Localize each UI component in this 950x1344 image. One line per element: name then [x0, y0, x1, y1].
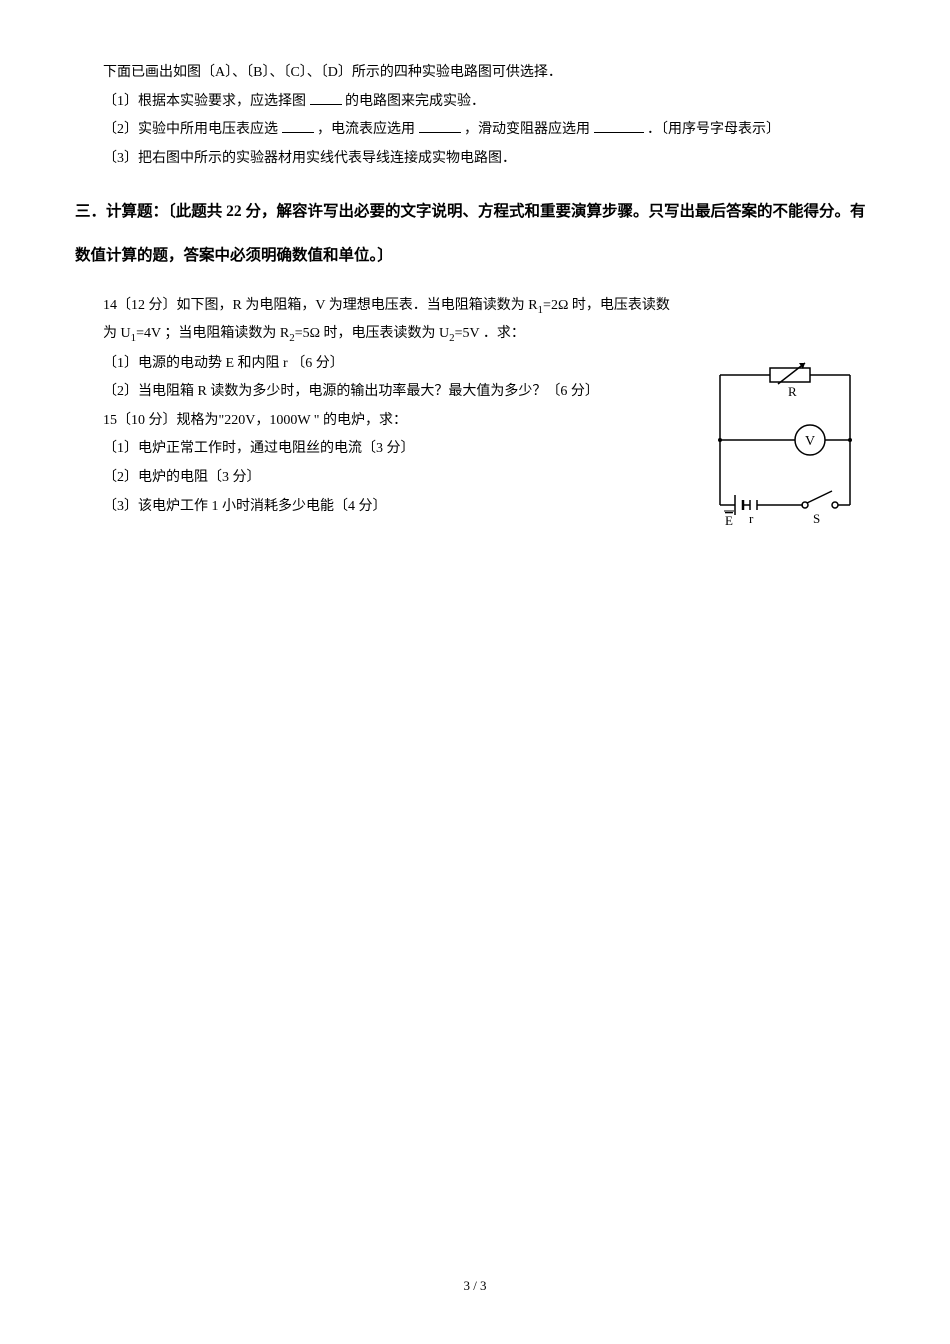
q15-part1: 〔1〕电炉正常工作时，通过电阻丝的电流〔3 分〕	[75, 436, 675, 463]
question-2: 〔2〕实验中所用电压表应选 ，电流表应选用 ，滑动变阻器应选用 ．〔用序号字母表…	[75, 117, 875, 144]
q15-p3-text: 〔3〕该电炉工作 1 小时消耗多少电能〔4 分〕	[103, 499, 387, 514]
resistor-label: R	[788, 384, 797, 399]
q14-p2-text: 〔2〕当电阻箱 R 读数为多少时，电源的输出功率最大？最大值为多少？〔6 分〕	[103, 384, 599, 399]
intro-text: 下面已画出如图〔A〕、〔B〕、〔C〕、〔D〕所示的四种实验电路图可供选择．	[103, 65, 562, 80]
q3-text: 〔3〕把右图中所示的实验器材用实线代表导线连接成实物电路图．	[103, 151, 516, 166]
section-3-text: 三．计算题：〔此题共 22 分，解容许写出必要的文字说明、方程式和重要演算步骤。…	[75, 203, 866, 263]
r-label: r	[749, 511, 754, 526]
q14-mid2: =4V ；当电阻箱读数为 R	[136, 326, 289, 341]
junction-right	[848, 438, 852, 442]
q14-prefix: 14〔12 分〕如下图，R 为电阻箱，V 为理想电压表．当电阻箱读数为 R	[103, 298, 538, 313]
question-1: 〔1〕根据本实验要求，应选择图 的电路图来完成实验．	[75, 89, 875, 116]
question-3: 〔3〕把右图中所示的实验器材用实线代表导线连接成实物电路图．	[75, 146, 875, 173]
switch-label: S	[813, 511, 820, 526]
blank-rheostat[interactable]	[594, 119, 644, 133]
q14-mid3: =5Ω 时，电压表读数为 U	[295, 326, 449, 341]
blank-voltmeter[interactable]	[282, 119, 314, 133]
q14-part2: 〔2〕当电阻箱 R 读数为多少时，电源的输出功率最大？最大值为多少？〔6 分〕	[75, 379, 675, 406]
battery-label: E	[725, 513, 733, 528]
q15-line1: 15〔10 分〕规格为"220V，1000W " 的电炉，求：	[103, 413, 407, 428]
page-number: 3 / 3	[463, 1278, 486, 1293]
circuit-svg: R V E	[695, 360, 875, 530]
q14-p1-text: 〔1〕电源的电动势 E 和内阻 r 〔6 分〕	[103, 356, 344, 371]
page-footer: 3 / 3	[0, 1274, 950, 1299]
intro-line: 下面已画出如图〔A〕、〔B〕、〔C〕、〔D〕所示的四种实验电路图可供选择．	[75, 60, 875, 87]
q15-part3: 〔3〕该电炉工作 1 小时消耗多少电能〔4 分〕	[75, 494, 675, 521]
switch-terminal-right	[832, 502, 838, 508]
q2-mid2: ，滑动变阻器应选用	[461, 122, 594, 137]
q2-mid1: ，电流表应选用	[314, 122, 419, 137]
q2-prefix: 〔2〕实验中所用电压表应选	[103, 122, 282, 137]
main-content: 下面已画出如图〔A〕、〔B〕、〔C〕、〔D〕所示的四种实验电路图可供选择． 〔1…	[75, 60, 875, 520]
q1-suffix: 的电路图来完成实验．	[342, 94, 486, 109]
q15-p2-text: 〔2〕电炉的电阻〔3 分〕	[103, 470, 261, 485]
junction-left	[718, 438, 722, 442]
resistor-arrow-line	[778, 363, 805, 384]
q15-p1-text: 〔1〕电炉正常工作时，通过电阻丝的电流〔3 分〕	[103, 441, 415, 456]
voltmeter-label: V	[805, 434, 815, 449]
q15-part2: 〔2〕电炉的电阻〔3 分〕	[75, 465, 675, 492]
q14-stem: 14〔12 分〕如下图，R 为电阻箱，V 为理想电压表．当电阻箱读数为 R1=2…	[75, 293, 675, 348]
q2-suffix: ．〔用序号字母表示〕	[644, 122, 781, 137]
switch-blade	[807, 491, 832, 503]
circuit-diagram: R V E	[695, 360, 875, 530]
section-3-heading: 三．计算题：〔此题共 22 分，解容许写出必要的文字说明、方程式和重要演算步骤。…	[75, 190, 875, 277]
q15-stem: 15〔10 分〕规格为"220V，1000W " 的电炉，求：	[75, 408, 675, 435]
q14-suffix: =5V ．求：	[455, 326, 525, 341]
blank-circuit-choice[interactable]	[310, 91, 342, 105]
blank-ammeter[interactable]	[419, 119, 461, 133]
q1-prefix: 〔1〕根据本实验要求，应选择图	[103, 94, 310, 109]
q14-part1: 〔1〕电源的电动势 E 和内阻 r 〔6 分〕	[75, 351, 675, 378]
